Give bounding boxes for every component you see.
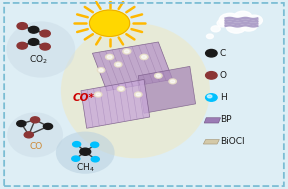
Circle shape: [40, 30, 50, 37]
Circle shape: [31, 117, 40, 123]
Circle shape: [226, 20, 246, 33]
Polygon shape: [204, 118, 221, 123]
Circle shape: [119, 87, 123, 90]
Circle shape: [107, 55, 112, 59]
Ellipse shape: [6, 21, 75, 78]
Polygon shape: [92, 42, 173, 91]
Polygon shape: [81, 80, 150, 128]
Circle shape: [116, 63, 120, 66]
Circle shape: [219, 13, 241, 28]
Circle shape: [24, 132, 33, 138]
Circle shape: [206, 94, 217, 101]
Circle shape: [207, 95, 212, 98]
Circle shape: [43, 123, 53, 129]
Polygon shape: [138, 66, 196, 113]
Text: CO$_2$: CO$_2$: [29, 53, 48, 66]
Circle shape: [124, 50, 129, 53]
Circle shape: [240, 20, 257, 31]
Circle shape: [96, 93, 101, 96]
Circle shape: [155, 73, 162, 78]
Circle shape: [206, 50, 217, 57]
Circle shape: [90, 10, 130, 36]
Circle shape: [97, 68, 105, 73]
Text: CO: CO: [29, 142, 42, 151]
Circle shape: [140, 54, 148, 60]
Circle shape: [170, 80, 175, 83]
Circle shape: [91, 142, 99, 147]
Circle shape: [234, 11, 252, 23]
Text: H: H: [220, 93, 227, 102]
Circle shape: [29, 39, 39, 45]
Ellipse shape: [7, 112, 63, 157]
Circle shape: [17, 23, 27, 29]
Circle shape: [156, 74, 161, 77]
Circle shape: [246, 15, 262, 26]
Circle shape: [217, 19, 229, 27]
Polygon shape: [203, 139, 219, 144]
Circle shape: [91, 157, 99, 162]
Text: BP: BP: [220, 115, 232, 124]
Circle shape: [94, 92, 102, 97]
Circle shape: [17, 121, 26, 127]
Circle shape: [40, 43, 50, 50]
Ellipse shape: [61, 23, 210, 158]
Circle shape: [106, 54, 114, 60]
Circle shape: [73, 142, 81, 147]
Text: CO*: CO*: [73, 93, 95, 103]
Circle shape: [134, 92, 142, 97]
Circle shape: [206, 72, 217, 79]
Text: CH$_4$: CH$_4$: [76, 162, 95, 174]
Text: O: O: [220, 71, 227, 80]
Circle shape: [136, 93, 141, 96]
Text: C: C: [220, 49, 226, 58]
Circle shape: [17, 42, 27, 49]
Circle shape: [72, 156, 80, 161]
Circle shape: [206, 34, 213, 39]
Circle shape: [123, 49, 131, 54]
Circle shape: [29, 26, 39, 33]
Circle shape: [80, 148, 91, 155]
Circle shape: [99, 69, 103, 72]
Circle shape: [169, 79, 176, 84]
Circle shape: [114, 62, 122, 67]
Text: BiOCl: BiOCl: [220, 137, 245, 146]
Circle shape: [117, 86, 125, 91]
Circle shape: [211, 26, 220, 32]
Circle shape: [142, 55, 146, 59]
Ellipse shape: [56, 132, 115, 174]
